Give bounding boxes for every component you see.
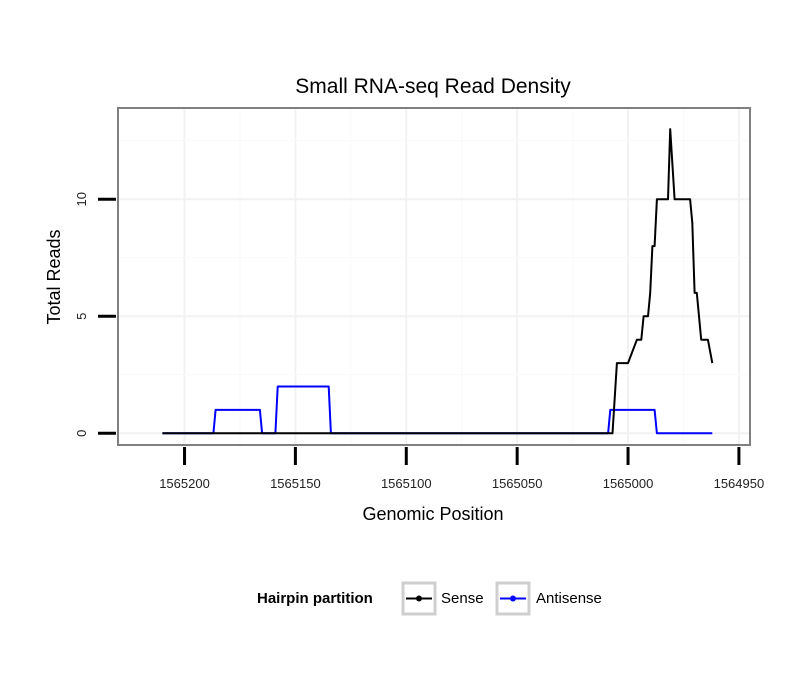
plot-border	[117, 107, 751, 446]
x-axis-ticks: 1565200 1565150 1565100 1565050 1565000 15649…	[159, 447, 764, 491]
series-line-sense	[162, 128, 714, 435]
x-tick-label: 1565050	[492, 476, 543, 491]
series-lines	[162, 128, 714, 435]
x-tick-label: 1564950	[714, 476, 765, 491]
x-tick-label: 1565150	[270, 476, 321, 491]
legend-title: Hairpin partition	[257, 590, 373, 607]
x-tick-label: 1565200	[159, 476, 210, 491]
series-line-antisense	[162, 385, 713, 435]
legend-dot-sense	[416, 595, 422, 602]
y-tick-label: 5	[74, 313, 89, 320]
chart-title: Small RNA-seq Read Density	[295, 75, 571, 98]
x-axis-title: Genomic Position	[362, 504, 503, 524]
y-tick-label: 10	[74, 192, 89, 206]
legend-label-antisense: Antisense	[536, 590, 602, 607]
x-tick-label: 1565000	[603, 476, 654, 491]
plot-panel	[118, 108, 750, 445]
y-tick-label: 0	[74, 430, 89, 437]
legend: Hairpin partition Sense Antisense	[257, 581, 602, 616]
legend-dot-antisense	[510, 595, 516, 602]
x-tick-label: 1565100	[381, 476, 432, 491]
legend-label-sense: Sense	[441, 590, 484, 607]
y-axis-title: Total Reads	[44, 229, 64, 324]
y-axis-ticks: 0 5 10	[74, 192, 116, 437]
